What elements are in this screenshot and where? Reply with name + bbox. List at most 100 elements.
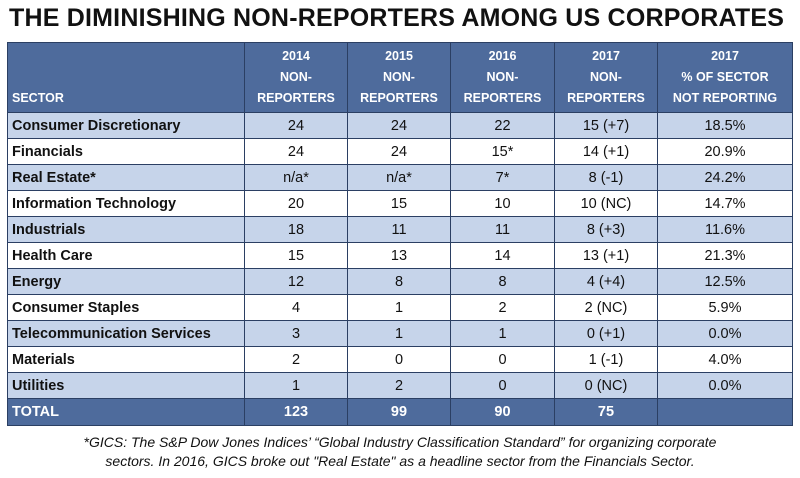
table-row: Telecommunication Services 3 1 1 0 (+1) … — [7, 320, 793, 347]
table-row: Industrials 18 11 11 8 (+3) 11.6% — [7, 216, 793, 243]
sector-name: Telecommunication Services — [7, 320, 245, 347]
cell-2014: 2 — [244, 346, 348, 373]
cell-pct: 21.3% — [657, 242, 793, 269]
header-year: 2015 — [385, 49, 413, 63]
page-title: THE DIMINISHING NON-REPORTERS AMONG US C… — [9, 4, 785, 32]
footnote-line-1: *GICS: The S&P Dow Jones Indices’ “Globa… — [83, 434, 717, 450]
cell-2016: 2 — [450, 294, 555, 321]
header-row: SECTOR 2014 NON- REPORTERS 2015 NON- REP… — [7, 42, 793, 113]
cell-2015: 1 — [347, 294, 451, 321]
column-header-sector-label: SECTOR — [12, 91, 64, 105]
cell-2015: 24 — [347, 112, 451, 139]
sector-name: Health Care — [7, 242, 245, 269]
header-line2: NON- — [280, 70, 312, 84]
cell-2017: 8 (+3) — [554, 216, 658, 243]
cell-pct: 0.0% — [657, 320, 793, 347]
cell-2015: 1 — [347, 320, 451, 347]
header-year: 2017 — [711, 49, 739, 63]
cell-2017: 0 (NC) — [554, 372, 658, 399]
cell-2017: 13 (+1) — [554, 242, 658, 269]
total-label: TOTAL — [7, 398, 245, 426]
header-year: 2014 — [282, 49, 310, 63]
sector-name: Industrials — [7, 216, 245, 243]
cell-2017: 8 (-1) — [554, 164, 658, 191]
cell-pct: 20.9% — [657, 138, 793, 165]
sector-name: Real Estate* — [7, 164, 245, 191]
sector-name: Financials — [7, 138, 245, 165]
cell-2017: 14 (+1) — [554, 138, 658, 165]
cell-pct: 4.0% — [657, 346, 793, 373]
table-row: Information Technology 20 15 10 10 (NC) … — [7, 190, 793, 217]
footnote: *GICS: The S&P Dow Jones Indices’ “Globa… — [0, 433, 800, 471]
total-2014: 123 — [244, 398, 348, 426]
column-header-2014: 2014 NON- REPORTERS — [244, 42, 348, 113]
cell-2016: 10 — [450, 190, 555, 217]
non-reporters-table: SECTOR 2014 NON- REPORTERS 2015 NON- REP… — [7, 42, 793, 426]
cell-pct: 12.5% — [657, 268, 793, 295]
table-row: Utilities 1 2 0 0 (NC) 0.0% — [7, 372, 793, 399]
cell-2017: 1 (-1) — [554, 346, 658, 373]
cell-2014: 24 — [244, 138, 348, 165]
footnote-line-2: sectors. In 2016, GICS broke out "Real E… — [105, 453, 695, 469]
cell-2016: 0 — [450, 372, 555, 399]
cell-2015: 2 — [347, 372, 451, 399]
total-pct — [657, 398, 793, 426]
header-line3: NOT REPORTING — [672, 91, 778, 105]
table-row: Financials 24 24 15* 14 (+1) 20.9% — [7, 138, 793, 165]
cell-pct: 14.7% — [657, 190, 793, 217]
cell-2017: 15 (+7) — [554, 112, 658, 139]
cell-2014: 3 — [244, 320, 348, 347]
cell-pct: 0.0% — [657, 372, 793, 399]
column-header-2017-pct: 2017 % OF SECTOR NOT REPORTING — [657, 42, 793, 113]
sector-name: Utilities — [7, 372, 245, 399]
table-row: Consumer Staples 4 1 2 2 (NC) 5.9% — [7, 294, 793, 321]
cell-2016: 22 — [450, 112, 555, 139]
cell-2016: 11 — [450, 216, 555, 243]
cell-2016: 7* — [450, 164, 555, 191]
cell-pct: 5.9% — [657, 294, 793, 321]
header-year: 2017 — [592, 49, 620, 63]
cell-2015: 15 — [347, 190, 451, 217]
cell-2014: 1 — [244, 372, 348, 399]
total-row: TOTAL 123 99 90 75 — [7, 398, 793, 426]
header-line3: REPORTERS — [567, 91, 645, 105]
header-line3: REPORTERS — [463, 91, 542, 105]
cell-2015: 24 — [347, 138, 451, 165]
cell-2017: 4 (+4) — [554, 268, 658, 295]
cell-2017: 2 (NC) — [554, 294, 658, 321]
column-header-2017: 2017 NON- REPORTERS — [554, 42, 658, 113]
cell-2017: 10 (NC) — [554, 190, 658, 217]
cell-2015: n/a* — [347, 164, 451, 191]
sector-name: Materials — [7, 346, 245, 373]
header-line2: NON- — [590, 70, 622, 84]
cell-2016: 14 — [450, 242, 555, 269]
total-2016: 90 — [450, 398, 555, 426]
cell-2015: 13 — [347, 242, 451, 269]
header-line3: REPORTERS — [360, 91, 438, 105]
cell-pct: 24.2% — [657, 164, 793, 191]
table-row: Health Care 15 13 14 13 (+1) 21.3% — [7, 242, 793, 269]
sector-name: Energy — [7, 268, 245, 295]
table-row: Real Estate* n/a* n/a* 7* 8 (-1) 24.2% — [7, 164, 793, 191]
table-row: Consumer Discretionary 24 24 22 15 (+7) … — [7, 112, 793, 139]
total-2017: 75 — [554, 398, 658, 426]
cell-2016: 1 — [450, 320, 555, 347]
column-header-2015: 2015 NON- REPORTERS — [347, 42, 451, 113]
cell-2014: n/a* — [244, 164, 348, 191]
cell-2014: 15 — [244, 242, 348, 269]
cell-2015: 0 — [347, 346, 451, 373]
sector-name: Consumer Discretionary — [7, 112, 245, 139]
cell-2014: 20 — [244, 190, 348, 217]
header-line2: % OF SECTOR — [681, 70, 769, 84]
total-2015: 99 — [347, 398, 451, 426]
cell-2017: 0 (+1) — [554, 320, 658, 347]
header-line2: NON- — [383, 70, 415, 84]
cell-2015: 8 — [347, 268, 451, 295]
cell-2016: 15* — [450, 138, 555, 165]
column-header-2016: 2016 NON- REPORTERS — [450, 42, 555, 113]
cell-2014: 24 — [244, 112, 348, 139]
header-line3: REPORTERS — [257, 91, 335, 105]
cell-2016: 0 — [450, 346, 555, 373]
cell-2015: 11 — [347, 216, 451, 243]
column-header-sector: SECTOR — [7, 42, 245, 113]
